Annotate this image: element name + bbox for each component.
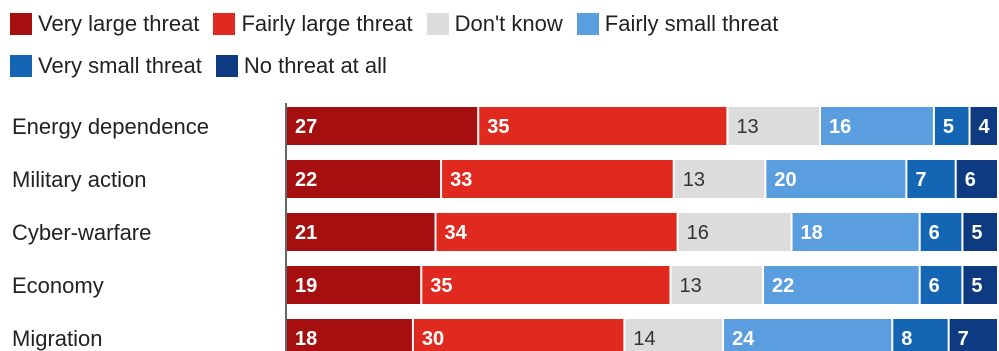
bar-energy-dependence-very-large-threat — [287, 107, 478, 145]
legend-swatch — [10, 13, 32, 35]
category-label-military-action: Military action — [12, 167, 146, 192]
legend-label: Fairly small threat — [604, 11, 779, 36]
legend-swatch — [576, 13, 599, 35]
bar-cyber-warfare-no-threat-at-all — [963, 213, 997, 251]
data-label-migration-very-large-threat: 18 — [295, 328, 317, 350]
data-label-economy-no-threat-at-all: 5 — [971, 275, 982, 297]
bar-economy-no-threat-at-all — [963, 266, 997, 304]
bar-economy-fairly-small-threat — [764, 266, 919, 304]
bar-economy-fairly-large-threat — [422, 266, 670, 304]
data-label-military-action-don-t-know: 13 — [683, 169, 705, 191]
data-label-military-action-very-large-threat: 22 — [295, 169, 317, 191]
data-label-cyber-warfare-very-small-threat: 6 — [929, 222, 940, 244]
category-label-cyber-warfare: Cyber-warfare — [12, 220, 151, 245]
legend-label: No threat at all — [243, 53, 387, 78]
bar-migration-very-small-threat — [893, 319, 948, 351]
bar-migration-don-t-know — [625, 319, 723, 351]
data-label-cyber-warfare-no-threat-at-all: 5 — [971, 222, 982, 244]
data-label-cyber-warfare-fairly-small-threat: 18 — [801, 222, 823, 244]
data-label-economy-don-t-know: 13 — [679, 275, 701, 297]
data-label-migration-fairly-small-threat: 24 — [732, 328, 755, 350]
data-label-migration-very-small-threat: 8 — [901, 328, 912, 350]
data-label-cyber-warfare-very-large-threat: 21 — [295, 222, 317, 244]
bar-military-action-fairly-small-threat — [766, 160, 906, 198]
category-label-energy-dependence: Energy dependence — [12, 114, 209, 139]
legend-item-very-small-threat: Very small threat — [10, 52, 202, 80]
data-label-migration-fairly-large-threat: 30 — [422, 328, 444, 350]
bar-military-action-very-small-threat — [907, 160, 955, 198]
bar-energy-dependence-very-small-threat — [934, 107, 969, 145]
data-label-military-action-fairly-large-threat: 33 — [450, 169, 472, 191]
bar-military-action-very-large-threat — [287, 160, 441, 198]
legend-item-very-large-threat: Very large threat — [10, 10, 199, 38]
data-label-energy-dependence-very-small-threat: 5 — [943, 116, 954, 138]
legend-item-no-threat-at-all: No threat at all — [215, 52, 387, 80]
data-label-migration-no-threat-at-all: 7 — [958, 328, 969, 350]
data-label-energy-dependence-don-t-know: 13 — [736, 116, 758, 138]
legend-label: Fairly large threat — [241, 11, 413, 36]
data-label-energy-dependence-fairly-large-threat: 35 — [487, 116, 509, 138]
legend-label: Very small threat — [38, 53, 202, 78]
bar-economy-very-small-threat — [920, 266, 962, 304]
bar-energy-dependence-no-threat-at-all — [970, 107, 997, 145]
legend-swatch — [215, 55, 238, 77]
data-label-energy-dependence-very-large-threat: 27 — [295, 116, 317, 138]
legend-item-don-t-know: Don't know — [426, 10, 563, 38]
data-label-economy-fairly-small-threat: 22 — [772, 275, 794, 297]
bar-cyber-warfare-very-large-threat — [287, 213, 435, 251]
bar-cyber-warfare-very-small-threat — [920, 213, 962, 251]
legend-item-fairly-large-threat: Fairly large threat — [213, 10, 413, 38]
bar-cyber-warfare-fairly-large-threat — [436, 213, 677, 251]
data-label-military-action-no-threat-at-all: 6 — [965, 169, 976, 191]
legend-swatch — [10, 55, 32, 77]
bar-cyber-warfare-fairly-small-threat — [792, 213, 919, 251]
bar-migration-no-threat-at-all — [949, 319, 997, 351]
bar-migration-very-large-threat — [287, 319, 412, 351]
data-label-cyber-warfare-don-t-know: 16 — [687, 222, 709, 244]
bar-military-action-don-t-know — [674, 160, 765, 198]
chart-legend: Very large threat Fairly large threat Don'… — [10, 10, 995, 80]
data-label-economy-very-large-threat: 19 — [295, 275, 317, 297]
data-label-economy-very-small-threat: 6 — [929, 275, 940, 297]
bar-energy-dependence-fairly-large-threat — [479, 107, 727, 145]
bar-cyber-warfare-don-t-know — [678, 213, 791, 251]
bar-migration-fairly-large-threat — [413, 319, 624, 351]
category-label-migration: Migration — [12, 326, 102, 351]
legend-label: Very large threat — [38, 11, 200, 36]
legend-item-fairly-small-threat: Fairly small threat — [576, 10, 779, 38]
bar-economy-don-t-know — [671, 266, 763, 304]
data-label-energy-dependence-fairly-small-threat: 16 — [829, 116, 851, 138]
data-label-cyber-warfare-fairly-large-threat: 34 — [445, 222, 468, 244]
data-label-migration-don-t-know: 14 — [633, 328, 655, 350]
legend-label: Don't know — [454, 11, 563, 36]
bar-energy-dependence-fairly-small-threat — [821, 107, 933, 145]
data-label-military-action-very-small-threat: 7 — [915, 169, 926, 191]
bar-military-action-fairly-large-threat — [442, 160, 673, 198]
legend-swatch — [426, 13, 449, 35]
bar-economy-very-large-threat — [287, 266, 421, 304]
bar-migration-fairly-small-threat — [724, 319, 892, 351]
data-label-energy-dependence-no-threat-at-all: 4 — [979, 116, 991, 138]
category-label-economy: Economy — [12, 273, 104, 298]
bar-energy-dependence-don-t-know — [728, 107, 819, 145]
data-label-economy-fairly-large-threat: 35 — [430, 275, 452, 297]
data-label-military-action-fairly-small-threat: 20 — [774, 169, 796, 191]
bar-military-action-no-threat-at-all — [956, 160, 997, 198]
legend-swatch — [213, 13, 236, 35]
